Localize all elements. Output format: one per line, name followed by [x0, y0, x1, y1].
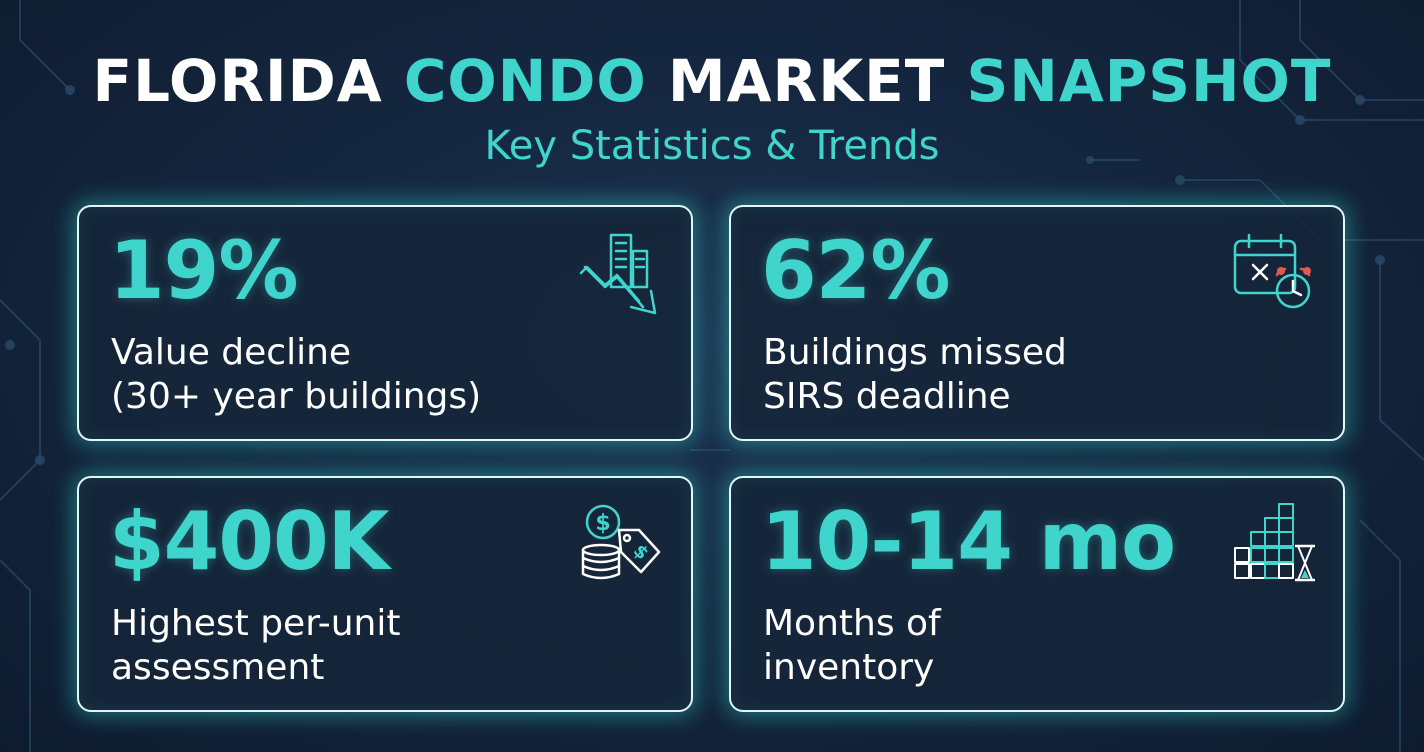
- stat-card-assessment: $400K Highest per-unit assessment $ $: [77, 476, 693, 712]
- declining-buildings-icon: [579, 229, 665, 319]
- stat-description-line: SIRS deadline: [763, 376, 1011, 417]
- stat-value: 19%: [109, 224, 298, 317]
- stat-description-line: Highest per-unit: [111, 603, 401, 644]
- stat-card-sirs-deadline: 62% Buildings missed SIRS deadline: [729, 205, 1345, 441]
- money-tag-icon: $ $: [579, 500, 665, 590]
- stat-description-line: inventory: [763, 647, 935, 688]
- stat-description-line: assessment: [111, 647, 325, 688]
- stat-value: $400K: [109, 495, 390, 588]
- page-title: FLORIDA CONDO MARKET SNAPSHOT: [0, 46, 1424, 116]
- stat-card-inventory: 10-14 mo Months of inventory: [729, 476, 1345, 712]
- page-subtitle: Key Statistics & Trends: [484, 123, 940, 169]
- svg-text:$: $: [629, 540, 653, 564]
- stat-value: 10-14 mo: [761, 495, 1176, 588]
- inventory-hourglass-icon: [1231, 500, 1317, 590]
- stat-description: Value decline (30+ year buildings): [111, 331, 481, 419]
- title-word-florida: FLORIDA: [92, 47, 383, 115]
- title-word-condo: CONDO: [403, 47, 647, 115]
- stat-description: Months of inventory: [763, 602, 941, 690]
- svg-text:$: $: [595, 511, 610, 536]
- stat-description-line: Months of: [763, 603, 941, 644]
- missed-deadline-calendar-icon: [1231, 229, 1317, 319]
- stat-description-line: Buildings missed: [763, 332, 1067, 373]
- title-word-market: MARKET: [667, 47, 946, 115]
- stat-value: 62%: [761, 224, 950, 317]
- stat-description-line: Value decline: [111, 332, 352, 373]
- stat-description: Highest per-unit assessment: [111, 602, 400, 690]
- title-word-snapshot: SNAPSHOT: [966, 47, 1332, 115]
- stat-description: Buildings missed SIRS deadline: [763, 331, 1067, 419]
- stat-description-line: (30+ year buildings): [111, 376, 482, 417]
- stat-card-value-decline: 19% Value decline (30+ year buildings): [77, 205, 693, 441]
